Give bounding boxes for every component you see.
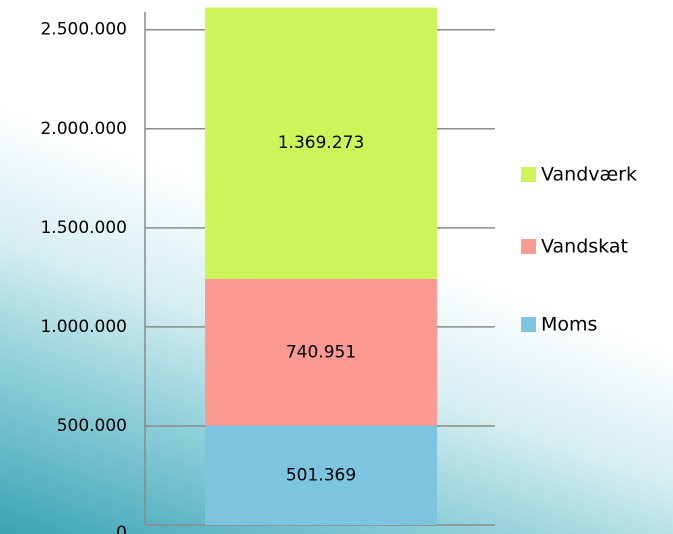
legend-label: Vandskat [541, 236, 628, 258]
legend-swatch [521, 167, 536, 182]
bar-segment [205, 7, 437, 279]
y-tick-label: 2.000.000 [40, 119, 127, 139]
legend-swatch [521, 239, 536, 254]
y-tick-label: 2.500.000 [40, 20, 127, 40]
legend-label: Moms [541, 314, 597, 336]
y-tick-label: 1.500.000 [40, 218, 127, 238]
legend-label: Vandværk [541, 164, 637, 186]
y-tick-label: 0 [116, 523, 127, 534]
bar-segment [205, 425, 437, 525]
y-tick-label: 500.000 [57, 416, 127, 436]
data-label: 740.951 [286, 342, 356, 362]
data-label: 501.369 [286, 465, 356, 485]
legend-swatch [521, 317, 536, 332]
bar-segment [205, 278, 437, 426]
data-label: 1.369.273 [278, 133, 365, 153]
y-tick-label: 1.000.000 [40, 317, 127, 337]
